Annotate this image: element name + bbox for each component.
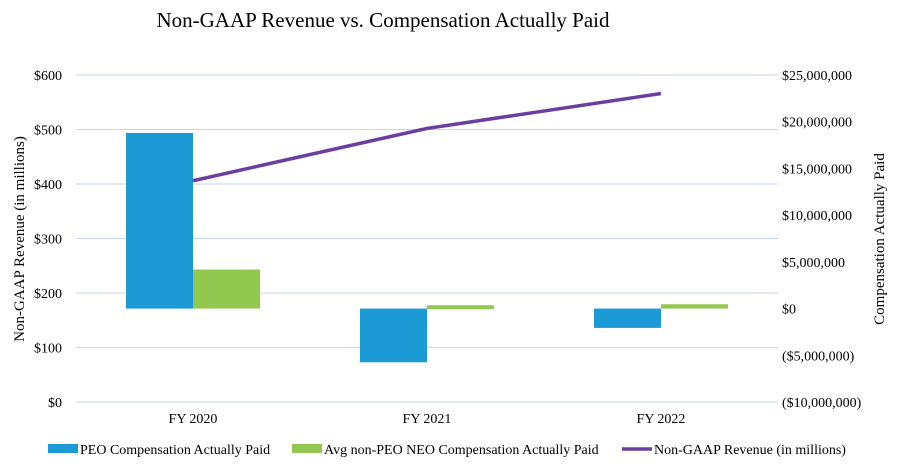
y2-axis-label: Compensation Actually Paid xyxy=(872,153,888,325)
y2-tick-label: $25,000,000 xyxy=(782,69,852,84)
y2-tick-label: ($5,000,000) xyxy=(782,349,855,364)
y-tick-label: $500 xyxy=(34,124,62,139)
y-tick-label: $200 xyxy=(34,287,62,302)
y2-tick-label: ($10,000,000) xyxy=(782,396,862,411)
bar-avg-neo xyxy=(193,269,260,309)
legend-swatch xyxy=(292,444,322,453)
x-tick-label: FY 2021 xyxy=(403,412,452,427)
y-tick-label: $300 xyxy=(34,233,62,248)
y2-tick-label: $10,000,000 xyxy=(782,209,852,224)
y2-tick-label: $20,000,000 xyxy=(782,116,852,131)
legend-label: PEO Compensation Actually Paid xyxy=(80,443,270,458)
legend-label: Avg non-PEO NEO Compensation Actually Pa… xyxy=(324,443,599,458)
bar-avg-neo xyxy=(661,304,728,309)
bar-peo xyxy=(126,132,193,309)
legend-swatch xyxy=(48,444,78,453)
x-tick-label: FY 2020 xyxy=(169,412,218,427)
chart-title: Non-GAAP Revenue vs. Compensation Actual… xyxy=(156,8,610,32)
legend-label: Non-GAAP Revenue (in millions) xyxy=(654,443,846,458)
y-tick-label: $100 xyxy=(34,342,62,357)
y-tick-label: $400 xyxy=(34,178,62,193)
y-tick-label: $0 xyxy=(48,396,62,411)
bar-peo xyxy=(594,308,661,328)
y2-tick-label: $5,000,000 xyxy=(782,256,845,271)
revenue-line xyxy=(192,91,662,183)
y-axis-label: Non-GAAP Revenue (in millions) xyxy=(12,136,28,342)
bar-avg-neo xyxy=(427,305,494,310)
bar-peo xyxy=(360,308,427,363)
y2-tick-label: $0 xyxy=(782,303,796,318)
x-tick-label: FY 2022 xyxy=(637,412,686,427)
y-tick-label: $600 xyxy=(34,69,62,84)
y2-tick-label: $15,000,000 xyxy=(782,162,852,177)
